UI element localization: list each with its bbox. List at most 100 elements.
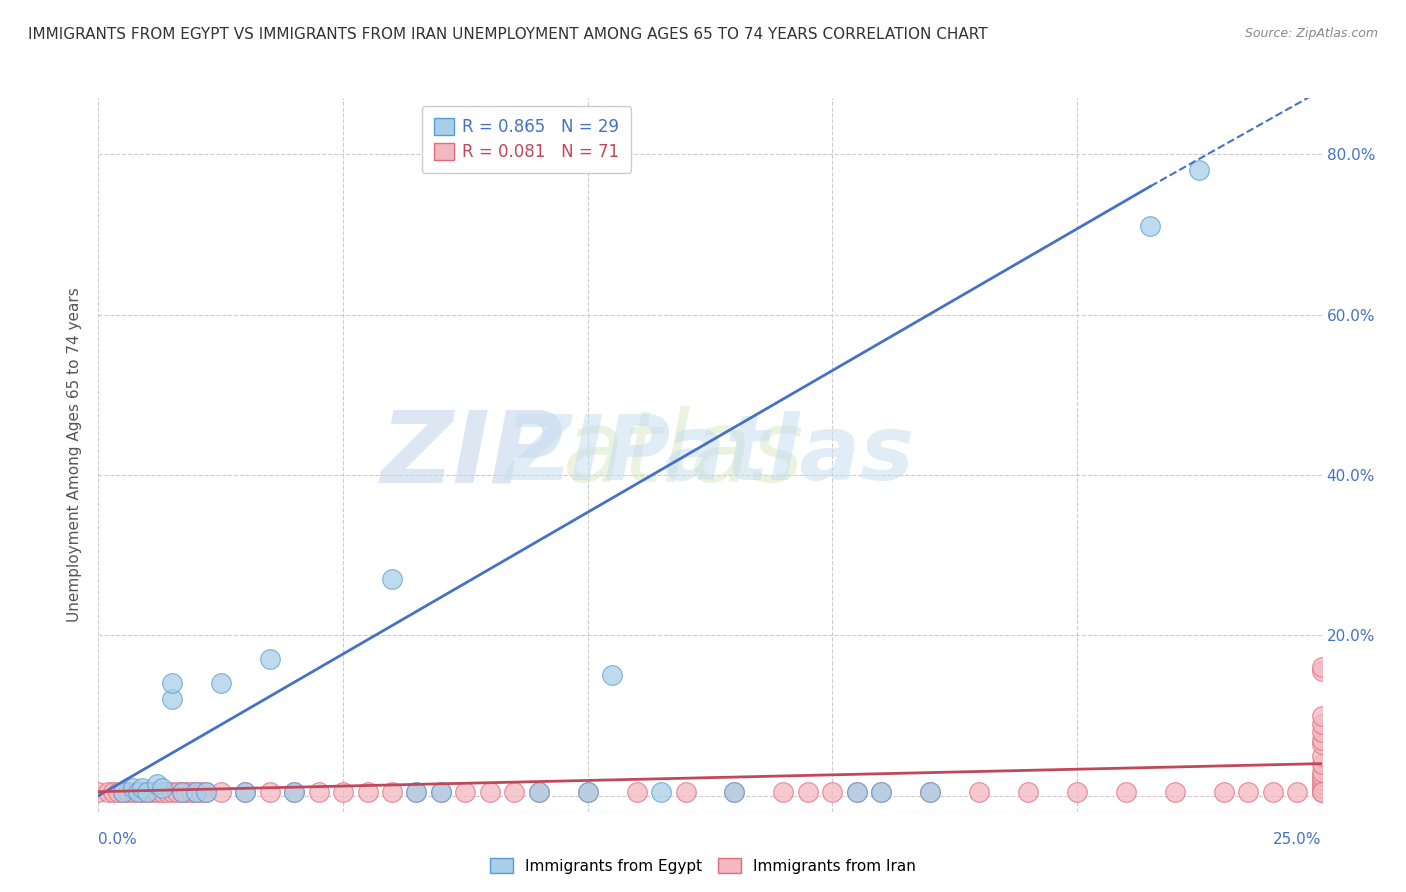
Point bbox=[1310, 737, 1333, 751]
Point bbox=[150, 780, 173, 795]
Point bbox=[146, 777, 169, 791]
Point bbox=[141, 785, 163, 799]
Point bbox=[430, 785, 453, 799]
Point bbox=[156, 785, 179, 799]
Point bbox=[1237, 785, 1260, 799]
Point bbox=[87, 785, 110, 799]
Point bbox=[283, 785, 305, 799]
Point bbox=[967, 785, 990, 799]
Point bbox=[233, 785, 256, 799]
Text: IMMIGRANTS FROM EGYPT VS IMMIGRANTS FROM IRAN UNEMPLOYMENT AMONG AGES 65 TO 74 Y: IMMIGRANTS FROM EGYPT VS IMMIGRANTS FROM… bbox=[28, 27, 988, 42]
Point bbox=[576, 785, 599, 799]
Point bbox=[845, 785, 868, 799]
Point bbox=[503, 785, 526, 799]
Point bbox=[723, 785, 745, 799]
Point bbox=[381, 572, 404, 586]
Point bbox=[1310, 724, 1333, 739]
Point bbox=[170, 785, 193, 799]
Point bbox=[1139, 219, 1161, 234]
Point bbox=[920, 785, 942, 799]
Point bbox=[1310, 764, 1333, 779]
Point bbox=[845, 785, 868, 799]
Point bbox=[821, 785, 844, 799]
Point bbox=[797, 785, 820, 799]
Point bbox=[381, 785, 404, 799]
Point bbox=[1017, 785, 1039, 799]
Point bbox=[1310, 748, 1333, 763]
Point bbox=[121, 785, 143, 799]
Point bbox=[870, 785, 893, 799]
Point bbox=[1115, 785, 1137, 799]
Text: ZIPatlas: ZIPatlas bbox=[506, 411, 914, 499]
Point bbox=[186, 785, 208, 799]
Text: 0.0%: 0.0% bbox=[98, 831, 138, 847]
Point bbox=[1188, 163, 1211, 178]
Point bbox=[117, 785, 139, 799]
Legend: Immigrants from Egypt, Immigrants from Iran: Immigrants from Egypt, Immigrants from I… bbox=[484, 852, 922, 880]
Point bbox=[259, 785, 281, 799]
Point bbox=[650, 785, 672, 799]
Point bbox=[675, 785, 697, 799]
Point bbox=[920, 785, 942, 799]
Point bbox=[180, 785, 202, 799]
Point bbox=[1310, 660, 1333, 674]
Point bbox=[186, 785, 208, 799]
Point bbox=[160, 785, 183, 799]
Point bbox=[127, 785, 149, 799]
Point bbox=[405, 785, 427, 799]
Point bbox=[1261, 785, 1284, 799]
Point bbox=[1310, 732, 1333, 747]
Point bbox=[332, 785, 354, 799]
Point bbox=[405, 785, 427, 799]
Point bbox=[1212, 785, 1234, 799]
Y-axis label: Unemployment Among Ages 65 to 74 years: Unemployment Among Ages 65 to 74 years bbox=[67, 287, 83, 623]
Point bbox=[209, 785, 232, 799]
Point bbox=[195, 785, 218, 799]
Legend: R = 0.865   N = 29, R = 0.081   N = 71: R = 0.865 N = 29, R = 0.081 N = 71 bbox=[422, 106, 631, 173]
Point bbox=[176, 785, 198, 799]
Point bbox=[1310, 716, 1333, 731]
Point bbox=[1310, 785, 1333, 799]
Point bbox=[308, 785, 330, 799]
Point bbox=[121, 780, 143, 795]
Point bbox=[146, 785, 169, 799]
Point bbox=[195, 785, 218, 799]
Point bbox=[626, 785, 648, 799]
Point bbox=[160, 676, 183, 690]
Point bbox=[600, 668, 623, 682]
Point bbox=[1310, 708, 1333, 723]
Point bbox=[1310, 769, 1333, 783]
Point bbox=[1310, 665, 1333, 679]
Point bbox=[160, 692, 183, 706]
Text: atlas: atlas bbox=[564, 407, 804, 503]
Point bbox=[190, 785, 212, 799]
Point bbox=[101, 785, 124, 799]
Point bbox=[527, 785, 550, 799]
Point bbox=[1286, 785, 1309, 799]
Point bbox=[136, 785, 159, 799]
Point bbox=[1066, 785, 1088, 799]
Point bbox=[233, 785, 256, 799]
Point bbox=[430, 785, 453, 799]
Point bbox=[772, 785, 794, 799]
Point bbox=[1310, 780, 1333, 795]
Point bbox=[1310, 756, 1333, 771]
Point bbox=[283, 785, 305, 799]
Point bbox=[131, 785, 153, 799]
Point bbox=[111, 785, 134, 799]
Point bbox=[1310, 777, 1333, 791]
Point bbox=[576, 785, 599, 799]
Point bbox=[356, 785, 378, 799]
Point bbox=[131, 780, 153, 795]
Point bbox=[1164, 785, 1187, 799]
Point bbox=[723, 785, 745, 799]
Point bbox=[1310, 772, 1333, 787]
Point bbox=[454, 785, 477, 799]
Point bbox=[136, 785, 159, 799]
Point bbox=[1310, 785, 1333, 799]
Point bbox=[166, 785, 188, 799]
Point bbox=[170, 785, 193, 799]
Point bbox=[870, 785, 893, 799]
Text: ZIP: ZIP bbox=[380, 407, 564, 503]
Point bbox=[259, 652, 281, 666]
